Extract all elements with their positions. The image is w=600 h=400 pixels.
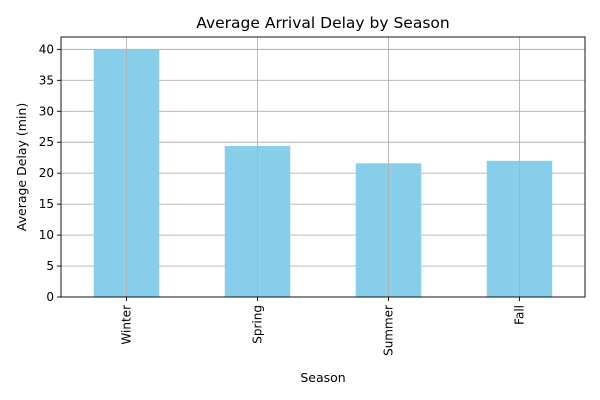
x-tick-label-winter: Winter [120,305,134,345]
y-tick-label: 0 [46,290,54,304]
x-tick-label-summer: Summer [382,305,396,356]
y-tick-label: 20 [39,166,54,180]
chart-title: Average Arrival Delay by Season [196,14,449,32]
y-tick-label: 40 [39,42,54,56]
plot-frame [60,36,586,298]
y-tick-label: 10 [39,228,54,242]
vertical-grid [126,37,520,297]
y-tick-label: 25 [39,135,54,149]
y-tick-label: 15 [39,197,54,211]
y-tick-label: 30 [39,104,54,118]
x-ticks: Winter Spring Summer Fall [120,297,527,356]
x-tick-label-spring: Spring [251,305,265,344]
y-tick-label: 5 [46,259,54,273]
x-axis-label: Season [300,370,345,385]
y-axis-label: Average Delay (min) [14,103,29,231]
y-ticks: 0 5 10 15 20 25 30 35 40 [39,42,61,304]
x-tick-label-fall: Fall [513,305,527,325]
y-tick-label: 35 [39,73,54,87]
